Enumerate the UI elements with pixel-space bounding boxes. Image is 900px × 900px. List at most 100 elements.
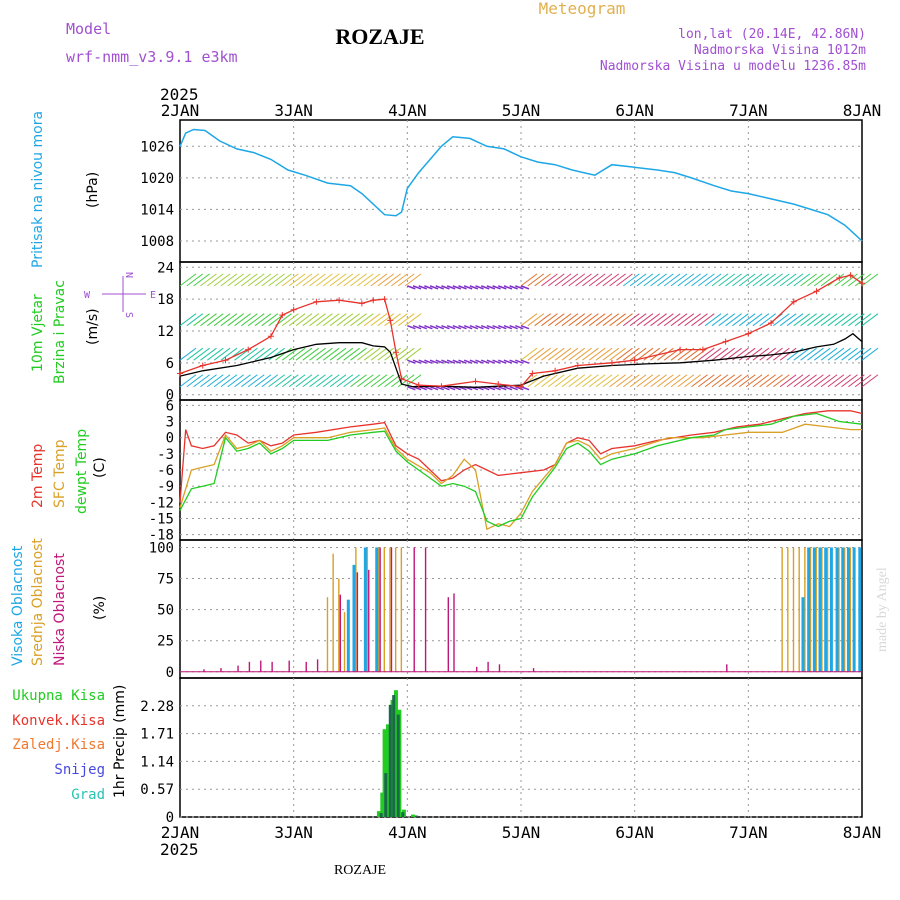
wind-barb <box>732 313 749 327</box>
wind-barb <box>384 313 401 327</box>
top-x-tick-label: 5JAN <box>502 101 541 120</box>
wind-barb <box>650 374 667 388</box>
wind-barb <box>404 313 422 327</box>
top-x-ticks: 2JAN 3JAN 4JAN 5JAN 6JAN 7JAN 8JAN <box>161 101 882 120</box>
wind-barb <box>725 273 742 287</box>
temp-unit: (C) <box>92 457 108 478</box>
temp-axis-title: 2m Temp <box>30 444 46 508</box>
wind-barb <box>520 273 538 287</box>
wind-barb-calm <box>486 359 496 364</box>
pressure-unit: (hPa) <box>85 172 101 208</box>
wind-barb-calm <box>498 386 507 391</box>
wind-barb <box>234 273 251 287</box>
wind-dir-e: E <box>150 290 156 301</box>
bottom-x-tick-label: 5JAN <box>502 823 541 842</box>
cloud-bar-mid <box>383 547 385 672</box>
wind-barb <box>779 347 797 361</box>
wind-barb <box>643 273 661 287</box>
panels: 100810141020102606121824-18-15-12-9-6-30… <box>140 119 879 826</box>
wind-barb <box>691 313 708 327</box>
wind-barb <box>302 347 320 361</box>
wind-barb <box>343 347 360 361</box>
wind-barb <box>711 374 729 388</box>
wind-barb-calm <box>492 386 501 391</box>
wind-barb <box>854 313 872 327</box>
cloud-bar-mid <box>389 547 391 672</box>
cloud-bar-high <box>812 547 816 672</box>
cloud-unit: (%) <box>92 596 108 620</box>
wind-barb <box>186 273 204 287</box>
wind-barb-calm <box>458 285 467 290</box>
wind-barb <box>786 313 804 327</box>
cloud-bar-high <box>829 547 833 672</box>
wind-barb <box>343 273 360 287</box>
wind-barb <box>247 313 265 327</box>
wind-barb <box>241 374 258 388</box>
wind-barb <box>636 273 654 287</box>
wind-barb <box>520 347 538 361</box>
wind-barb <box>670 374 688 388</box>
wind-barb <box>336 273 354 287</box>
wind-dir-s: S <box>123 312 134 318</box>
watermark: made by Angel <box>875 567 890 652</box>
wind-barb <box>848 347 865 361</box>
wind-barb <box>357 273 374 287</box>
wind-barb-calm <box>441 285 450 290</box>
wind-barb <box>609 374 626 388</box>
wind-barb <box>370 273 388 287</box>
precip-bar-total <box>376 811 381 817</box>
wind-barb <box>827 374 845 388</box>
wind-series-0 <box>179 332 863 388</box>
wind-barb <box>575 374 592 388</box>
wind-barb <box>595 273 613 287</box>
wind-barb <box>677 273 695 287</box>
wind-barb <box>281 273 299 287</box>
wind-barb-calm <box>458 324 467 330</box>
wind-barb-calm <box>446 324 456 330</box>
wind-barb-calm <box>509 324 518 330</box>
wind-barb <box>582 313 599 327</box>
wind-barb <box>807 347 824 361</box>
wind-ytick-label: 6 <box>166 356 174 372</box>
temp-series-2 <box>179 412 863 528</box>
temp-title: 2m Temp SFC Temp dewpt Temp (C) <box>30 429 108 514</box>
wind-barb <box>711 313 729 327</box>
wind-barb <box>213 273 231 287</box>
wind-barb <box>575 347 592 361</box>
pressure-ytick-label: 1008 <box>140 234 174 250</box>
wind-barb <box>541 273 558 287</box>
wind-barb <box>322 347 340 361</box>
wind-barb-calm <box>441 359 450 364</box>
wind-barb <box>302 313 320 327</box>
wind-barb <box>268 273 285 287</box>
wind-barb <box>657 313 674 327</box>
wind-barb <box>295 374 313 388</box>
wind-barb <box>309 374 326 388</box>
wind-barb <box>322 374 340 388</box>
wind-barb <box>329 313 347 327</box>
wind-barb <box>698 347 715 361</box>
wind-barb-calm <box>509 359 518 364</box>
wind-barb <box>322 313 340 327</box>
wind-barb <box>541 374 558 388</box>
wind-barb <box>377 273 395 287</box>
wind-barb-calm <box>463 324 473 330</box>
pressure-panel: 1008 1014 1020 1026 <box>140 119 863 263</box>
cloud-bar-low <box>368 569 370 672</box>
wind-ytick-label: 24 <box>157 260 174 276</box>
gust-marker <box>813 288 820 295</box>
wind-barb <box>793 347 811 361</box>
wind-axis-title2: Brzina i Pravac <box>52 280 68 384</box>
wind-barb <box>554 347 572 361</box>
wind-barb <box>745 313 763 327</box>
cloud-ytick-label: 0 <box>166 665 174 681</box>
wind-barb <box>568 273 586 287</box>
wind-barb <box>329 374 347 388</box>
cloud-ytick-label: 50 <box>157 603 174 619</box>
wind-barb <box>179 273 197 287</box>
wind-barb <box>800 273 817 287</box>
wind-barb <box>807 374 824 388</box>
top-x-tick-label: 2JAN <box>161 101 200 120</box>
precip-bar-snow <box>414 815 418 817</box>
cloud-bar-low <box>260 660 262 672</box>
